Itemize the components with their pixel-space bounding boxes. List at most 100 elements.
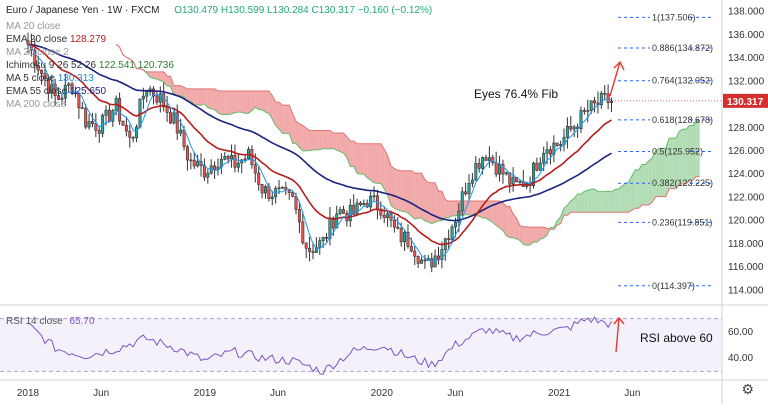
symbol-header: Euro / Japanese Yen · 1W · FXCM O130.479… <box>6 4 432 17</box>
cloud-segment <box>580 191 585 213</box>
fib-arrow <box>609 60 625 97</box>
candle-body <box>155 95 159 103</box>
candle-body <box>433 255 437 268</box>
cloud-segment <box>659 148 663 197</box>
cloud-segment <box>672 137 676 189</box>
candle-body <box>297 209 301 223</box>
cloud-segment <box>329 130 334 149</box>
cloud-segment <box>536 227 541 243</box>
candle-body <box>277 187 281 190</box>
cloud-segment <box>428 182 432 224</box>
cloud-segment <box>292 113 297 144</box>
price-tick-label: 124.000 <box>728 169 765 180</box>
indicator-row[interactable]: MA 20 close <box>6 20 174 33</box>
price-tick-label: 134.000 <box>728 53 765 64</box>
cloud-segment <box>587 189 592 213</box>
candle-body <box>474 163 478 181</box>
cloud-segment <box>445 199 449 218</box>
candle-body <box>145 91 149 97</box>
fib-level-label: 0.5(125.952) <box>652 147 703 157</box>
cloud-segment <box>370 143 375 183</box>
indicator-row[interactable]: MA 200 close <box>6 98 174 111</box>
candle-body <box>596 102 600 106</box>
cloud-segment <box>635 169 639 209</box>
indicator-row[interactable]: EMA 55 close 125.650 <box>6 85 174 98</box>
candle-body <box>63 84 67 99</box>
indicator-row[interactable]: Ichimoku 9 26 52 26 122.541 120.736 <box>6 59 174 72</box>
candle-body <box>175 112 179 134</box>
cloud-segment <box>692 121 697 181</box>
cloud-segment <box>204 88 208 108</box>
cloud-segment <box>190 88 195 105</box>
candle-body <box>501 163 505 175</box>
cloud-segment <box>614 189 619 213</box>
cloud-segment <box>299 123 303 151</box>
candle-body <box>260 184 264 194</box>
cloud-segment <box>357 143 361 175</box>
price-tick-label: 120.000 <box>728 216 765 227</box>
candle-body <box>372 195 376 198</box>
cloud-segment <box>621 183 626 213</box>
candle-body <box>158 93 162 103</box>
candle-body <box>169 112 172 124</box>
cloud-segment <box>631 169 636 211</box>
cloud-segment <box>628 176 632 213</box>
cloud-segment <box>394 168 398 210</box>
candle-body <box>538 162 542 171</box>
candle-body <box>420 259 424 264</box>
cloud-segment <box>557 216 561 226</box>
cloud-segment <box>584 190 588 213</box>
candle-body <box>484 157 488 161</box>
candle-body <box>572 126 576 130</box>
price-tick-label: 136.000 <box>728 30 765 41</box>
indicator-row[interactable]: MA 20 close 2 <box>6 46 174 59</box>
cloud-span-b <box>115 43 700 230</box>
price-tick-label: 132.000 <box>728 76 765 87</box>
cloud-segment <box>645 160 649 205</box>
fib-level-label: 0(114.397) <box>652 281 695 291</box>
time-tick-label: 2018 <box>17 388 40 399</box>
candle-body <box>36 65 40 71</box>
candle-body <box>97 129 101 134</box>
cloud-segment <box>231 91 235 114</box>
cloud-segment <box>452 200 456 216</box>
cloud-segment <box>217 90 222 115</box>
candle-body <box>369 195 373 208</box>
candle-body <box>240 159 244 164</box>
fib-level-label: 0.764(132.052) <box>652 76 713 86</box>
candle-body <box>382 214 386 218</box>
cloud-segment <box>665 138 670 197</box>
candle-body <box>325 236 329 239</box>
cloud-segment <box>309 130 313 151</box>
candle-body <box>447 238 451 240</box>
candle-body <box>270 196 274 199</box>
rsi-tick-label: 40.00 <box>728 353 753 364</box>
cloud-segment <box>519 225 524 245</box>
candle-body <box>599 92 603 106</box>
cloud-segment <box>506 206 510 238</box>
candle-body <box>294 196 298 210</box>
cloud-segment <box>296 121 300 148</box>
cloud-segment <box>604 190 609 213</box>
cloud-segment <box>526 226 531 246</box>
cloud-segment <box>424 179 429 222</box>
candle-body <box>430 258 434 268</box>
indicator-row[interactable]: MA 5 close 130.313 <box>6 72 174 85</box>
cloud-segment <box>397 170 402 212</box>
cloud-segment <box>211 88 215 110</box>
candle-body <box>450 226 454 240</box>
cloud-segment <box>214 88 218 113</box>
candle-body <box>90 121 94 124</box>
candle-body <box>413 250 417 257</box>
cloud-segment <box>485 200 490 221</box>
time-tick-label: Jun <box>93 388 109 399</box>
cloud-segment <box>275 102 280 130</box>
candle-body <box>128 130 132 138</box>
cloud-segment <box>574 193 578 213</box>
indicator-row[interactable]: EMA 20 close 128.279 <box>6 33 174 46</box>
candle-body <box>535 162 539 171</box>
candle-body <box>243 158 247 161</box>
candle-body <box>457 210 461 223</box>
gear-icon[interactable]: ⚙ <box>741 381 754 397</box>
cloud-segment <box>523 226 527 246</box>
